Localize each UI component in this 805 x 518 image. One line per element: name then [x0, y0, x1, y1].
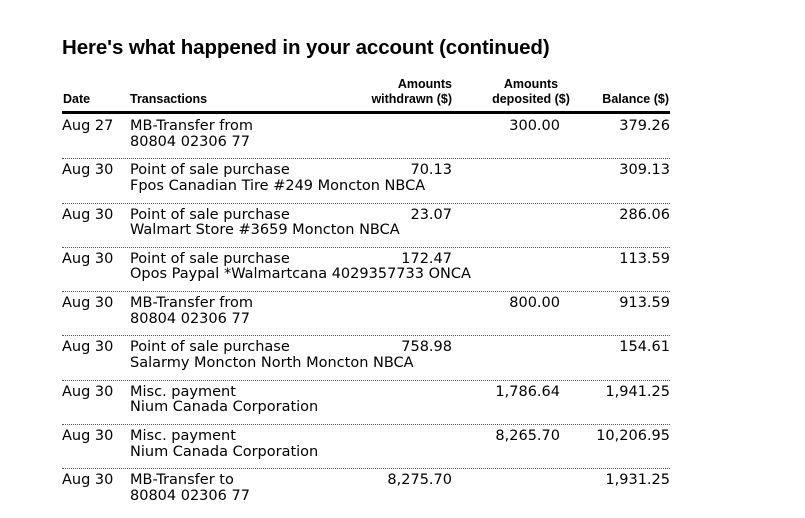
header-deposited-line2: deposited ($): [492, 92, 570, 106]
row-date: Aug 30: [62, 250, 114, 267]
table-row: Aug 30 Point of sale purchase Opos Paypal …: [62, 250, 670, 296]
row-separator: [62, 379, 670, 381]
row-separator: [62, 246, 670, 248]
row-withdrawn: 8,275.70: [387, 472, 452, 489]
row-description: MB-Transfer from 80804 02306 77: [130, 118, 254, 150]
row-description-line1: Misc. payment: [130, 383, 236, 400]
row-description-line2: 80804 02306 77: [130, 133, 250, 150]
row-description-line1: Point of sale purchase: [130, 206, 290, 223]
row-date: Aug 30: [62, 162, 114, 179]
header-transactions: Transactions: [130, 92, 208, 106]
header-deposited: Amounts deposited ($): [470, 77, 592, 107]
row-balance: 913.59: [619, 295, 670, 312]
row-description-line2: Opos Paypal *Walmartcana 4029357733 ONCA: [130, 266, 471, 283]
row-balance: 154.61: [619, 339, 670, 356]
row-description-line2: Fpos Canadian Tire #249 Moncton NBCA: [130, 177, 426, 194]
row-separator: [62, 202, 670, 204]
row-description: Point of sale purchase Opos Paypal *Walma…: [130, 250, 471, 283]
row-separator: [62, 424, 670, 426]
row-separator: [62, 335, 670, 337]
row-balance: 10,206.95: [596, 428, 670, 445]
table-row: Aug 30 MB-Transfer to 80804 02306 77 8,275.…: [62, 473, 670, 517]
row-withdrawn: 758.98: [401, 339, 452, 356]
row-date: Aug 30: [62, 339, 114, 356]
row-date: Aug 27: [62, 118, 114, 134]
row-description-line1: Point of sale purchase: [130, 162, 290, 179]
row-date: Aug 30: [62, 206, 114, 223]
header-withdrawn-line1: Amounts: [397, 77, 452, 91]
row-balance: 1,931.25: [605, 472, 670, 489]
row-description-line1: MB-Transfer from: [130, 118, 254, 134]
row-description: Point of sale purchase Walmart Store #365…: [130, 206, 400, 239]
table-row: Aug 30 Point of sale purchase Fpos Canadia…: [62, 163, 670, 207]
row-description-line1: Point of sale purchase: [130, 250, 290, 267]
row-deposited: 800.00: [509, 295, 560, 312]
row-description: Point of sale purchase Fpos Canadian Tire…: [130, 163, 425, 194]
row-withdrawn: 70.13: [410, 162, 452, 179]
row-deposited: 1,786.64: [495, 383, 560, 400]
row-description: MB-Transfer from 80804 02306 77: [130, 296, 253, 327]
row-withdrawn: 172.47: [401, 250, 452, 267]
table-row: Aug 30 Point of sale purchase Walmart Stor…: [62, 206, 670, 252]
row-description-line2: Nium Canada Corporation: [130, 443, 319, 460]
row-description: Misc. payment Nium Canada Corporation: [130, 383, 319, 416]
row-description-line1: Misc. payment: [130, 428, 236, 445]
row-deposited: 300.00: [509, 118, 560, 134]
row-description: Point of sale purchase Salarmy Moncton No…: [130, 340, 414, 371]
row-description: MB-Transfer to 80804 02306 77: [130, 473, 250, 504]
table-row: Aug 30 Misc. payment Nium Canada Corporati…: [62, 383, 670, 429]
row-description-line1: MB-Transfer from: [130, 295, 254, 312]
row-balance: 309.13: [619, 162, 670, 179]
row-withdrawn: 23.07: [410, 206, 452, 223]
table-row: Aug 30 MB-Transfer from 80804 02306 77 800.…: [62, 296, 670, 340]
table-row: Aug 30 Misc. payment Nium Canada Corporati…: [62, 429, 670, 473]
row-balance: 379.26: [619, 118, 670, 134]
page-title: Here's what happened in your account (co…: [62, 36, 550, 59]
row-date: Aug 30: [62, 383, 114, 400]
header-withdrawn-line2: withdrawn ($): [371, 92, 452, 106]
row-description-line2: 80804 02306 77: [130, 310, 250, 327]
header-date: Date: [63, 92, 91, 106]
table-row: Aug 27 MB-Transfer from 80804 02306 77 300.…: [62, 118, 670, 163]
row-description-line2: 80804 02306 77: [130, 487, 250, 504]
row-balance: 1,941.25: [605, 383, 670, 400]
row-separator: [62, 158, 670, 160]
row-deposited: 8,265.70: [495, 428, 560, 445]
row-date: Aug 30: [62, 428, 114, 445]
row-balance: 286.06: [619, 206, 670, 223]
row-separator: [62, 468, 670, 470]
row-description-line2: Nium Canada Corporation: [130, 399, 319, 416]
row-date: Aug 30: [62, 295, 114, 312]
row-separator: [62, 291, 670, 293]
row-description: Misc. payment Nium Canada Corporation: [130, 429, 318, 460]
row-description-line2: Walmart Store #3659 Moncton NBCA: [130, 222, 400, 239]
header-balance: Balance ($): [602, 92, 669, 106]
row-description-line2: Salarmy Moncton North Moncton NBCA: [130, 354, 414, 371]
table-row: Aug 30 Point of sale purchase Salarmy Monc…: [62, 340, 670, 384]
transactions-table: Aug 27 MB-Transfer from 80804 02306 77 300.…: [62, 118, 670, 518]
header-withdrawn: Amounts withdrawn ($): [371, 77, 452, 107]
row-date: Aug 30: [62, 472, 114, 489]
row-balance: 113.59: [619, 250, 670, 267]
row-description-line1: Point of sale purchase: [130, 339, 290, 356]
header-deposited-line1: Amounts: [503, 77, 559, 91]
header-rule: [62, 111, 670, 114]
row-description-line1: MB-Transfer to: [130, 472, 234, 489]
